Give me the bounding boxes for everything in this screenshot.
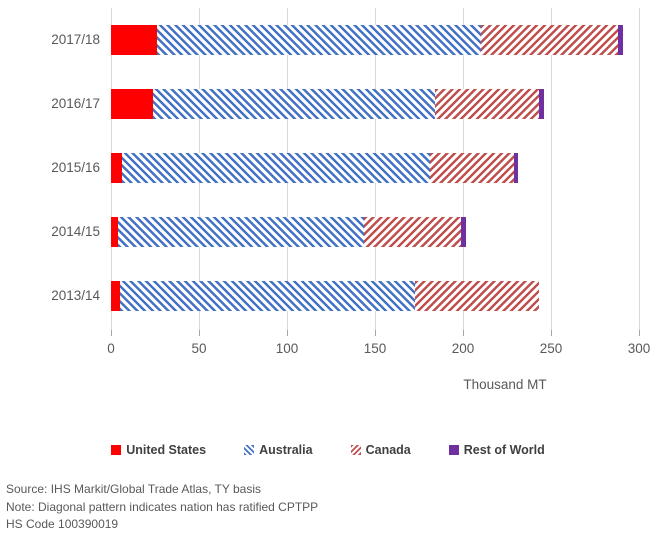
category-label-2015-16: 2015/16 — [51, 160, 100, 175]
legend-item-rest-of-world: Rest of World — [448, 443, 545, 457]
category-label-2013-14: 2013/14 — [51, 288, 100, 303]
tick-mark-300 — [638, 330, 640, 336]
legend-label-canada: Canada — [365, 443, 411, 457]
bar-2013-14 — [111, 281, 539, 311]
gridline-300 — [638, 8, 640, 330]
tick-mark-250 — [550, 330, 552, 336]
segment-australia — [119, 281, 416, 311]
canada-pattern-swatch-icon — [350, 445, 361, 455]
segment-canada — [480, 25, 618, 55]
segment-australia — [153, 89, 435, 119]
segment-canada — [429, 153, 515, 183]
tick-label-100: 100 — [275, 341, 299, 356]
legend-item-australia: Australia — [244, 443, 313, 457]
segment-canada — [415, 281, 539, 311]
segment-rest-of-world — [461, 217, 467, 247]
tick-label-300: 300 — [627, 341, 651, 356]
segment-rest-of-world — [617, 25, 624, 55]
australia-pattern-swatch-icon — [244, 445, 255, 455]
tick-label-200: 200 — [451, 341, 475, 356]
segment-united-states — [111, 281, 120, 311]
tick-mark-200 — [462, 330, 464, 336]
segment-australia — [118, 217, 365, 247]
tick-label-250: 250 — [539, 341, 563, 356]
tick-label-0: 0 — [107, 341, 115, 356]
gridline-250 — [550, 8, 552, 330]
tick-mark-150 — [374, 330, 376, 336]
segment-australia — [156, 25, 481, 55]
tick-label-50: 50 — [191, 341, 207, 356]
tick-label-150: 150 — [363, 341, 387, 356]
legend-label-united-states: United States — [126, 443, 207, 457]
source-line: Source: IHS Markit/Global Trade Atlas, T… — [6, 482, 261, 496]
bar-2015-16 — [111, 153, 518, 183]
segment-united-states — [111, 89, 154, 119]
category-label-2016-17: 2016/17 — [51, 96, 100, 111]
legend-label-australia: Australia — [259, 443, 313, 457]
segment-rest-of-world — [538, 89, 544, 119]
tick-mark-0 — [110, 330, 112, 336]
bar-2017-18 — [111, 25, 624, 55]
note-line: Note: Diagonal pattern indicates nation … — [6, 499, 319, 514]
segment-rest-of-world — [514, 153, 518, 183]
segment-canada — [434, 89, 539, 119]
x-axis-title: Thousand MT — [463, 377, 547, 392]
segment-canada — [364, 217, 462, 247]
tick-mark-50 — [198, 330, 200, 336]
segment-united-states — [111, 217, 119, 247]
bar-2014-15 — [111, 217, 467, 247]
segment-united-states — [111, 25, 157, 55]
plot-area — [110, 8, 640, 330]
united-states-swatch-icon — [111, 445, 122, 455]
legend: United States Australia Canada Rest of W… — [0, 443, 656, 457]
segment-australia — [121, 153, 430, 183]
category-label-2017-18: 2017/18 — [51, 32, 100, 47]
rest-of-world-swatch-icon — [448, 445, 459, 455]
tick-mark-100 — [286, 330, 288, 336]
legend-label-rest-of-world: Rest of World — [463, 443, 545, 457]
legend-item-united-states: United States — [111, 443, 206, 457]
source-notes: Source: IHS Markit/Global Trade Atlas, T… — [6, 481, 318, 534]
hs-code-line: HS Code 100390019 — [6, 517, 119, 531]
bar-2016-17 — [111, 89, 544, 119]
segment-united-states — [111, 153, 122, 183]
legend-item-canada: Canada — [350, 443, 411, 457]
category-label-2014-15: 2014/15 — [51, 224, 100, 239]
